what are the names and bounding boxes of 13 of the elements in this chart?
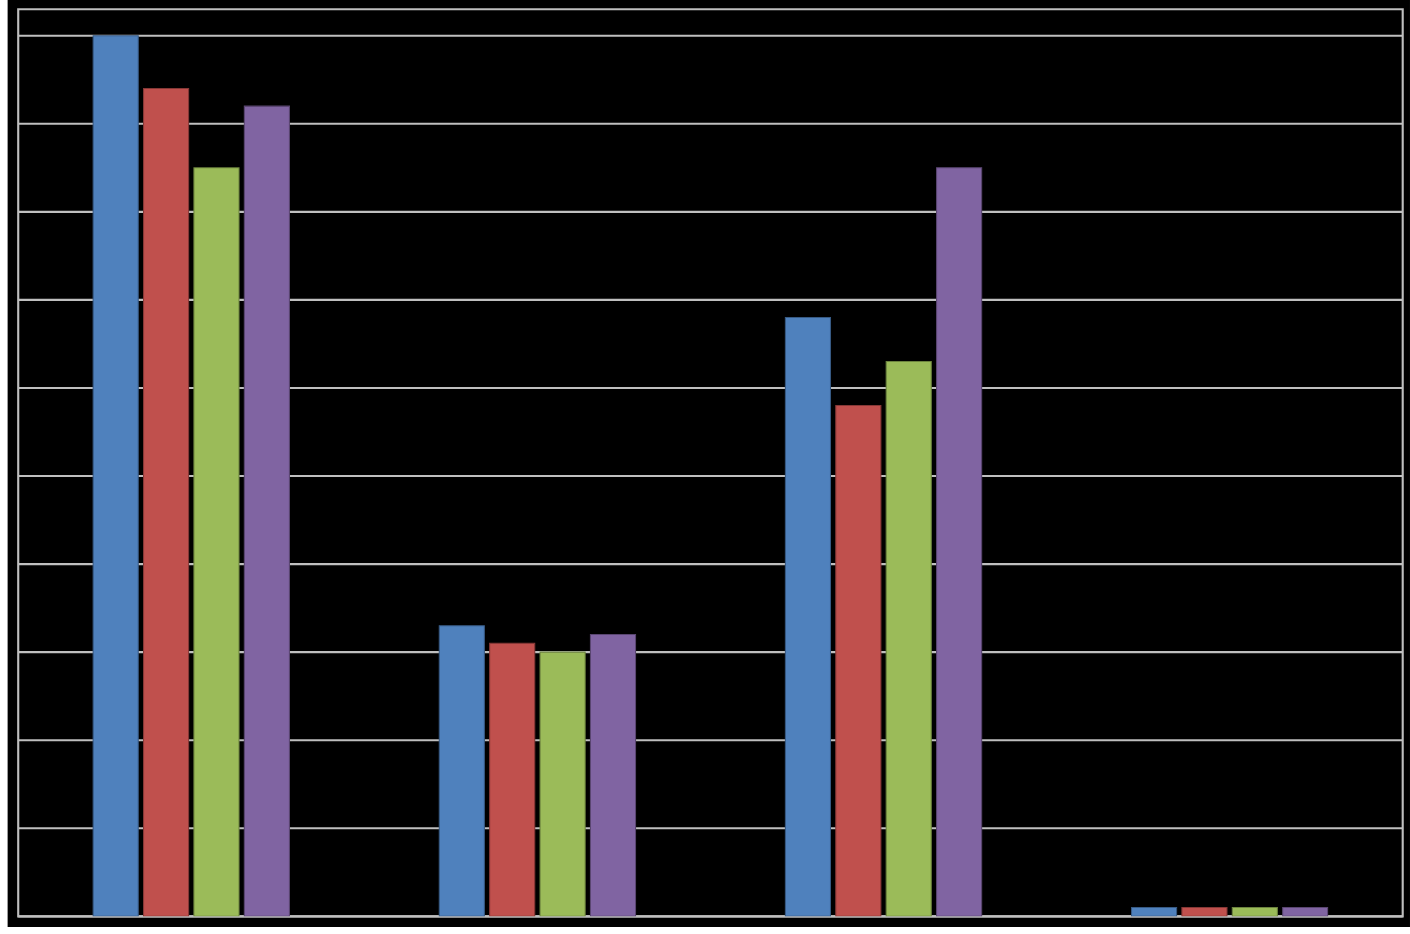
bar: [438, 624, 485, 917]
bar: [784, 316, 832, 917]
bar: [92, 34, 139, 917]
bar: [885, 360, 932, 917]
bar: [1282, 906, 1329, 917]
bar: [143, 87, 190, 917]
bar: [243, 105, 290, 917]
bar: [835, 404, 882, 917]
bar: [193, 166, 240, 917]
bar: [589, 633, 637, 917]
bar: [489, 642, 536, 917]
bar: [936, 166, 983, 917]
bar: [539, 651, 586, 917]
